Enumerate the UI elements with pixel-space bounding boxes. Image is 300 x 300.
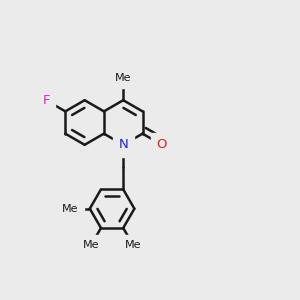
Text: F: F xyxy=(42,94,50,107)
Text: Me: Me xyxy=(83,240,99,250)
Text: Me: Me xyxy=(115,73,131,83)
Text: O: O xyxy=(157,138,167,151)
Text: Me: Me xyxy=(61,204,78,214)
Text: Me: Me xyxy=(125,240,142,250)
Text: N: N xyxy=(118,138,128,151)
